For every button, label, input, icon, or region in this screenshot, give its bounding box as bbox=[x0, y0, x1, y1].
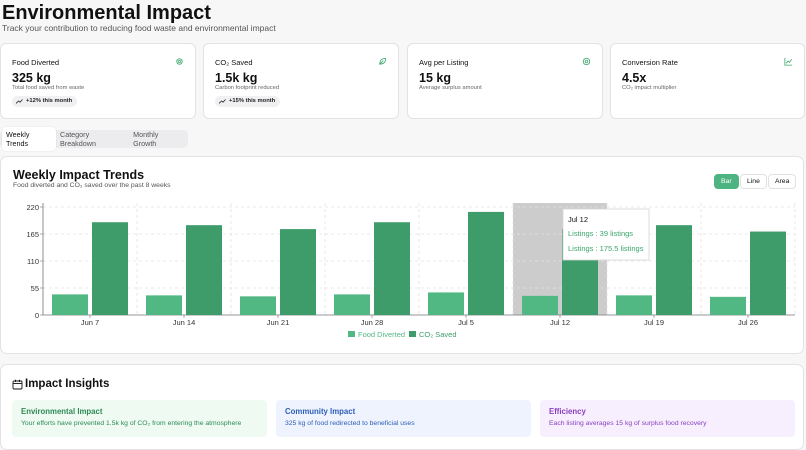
y-tick-label: 220 bbox=[26, 203, 39, 212]
x-tick-label: Jul 26 bbox=[738, 318, 758, 327]
trending-up-icon bbox=[219, 99, 226, 104]
chart-title: Weekly Impact Trends bbox=[13, 168, 145, 182]
tooltip-line: Listings : 39 listings bbox=[568, 229, 633, 238]
bar-co2-saved bbox=[374, 222, 410, 315]
trend-badge-text: +15% this month bbox=[229, 98, 276, 104]
y-tick-label: 165 bbox=[26, 230, 39, 239]
insight-community: Community Impact 325 kg of food redirect… bbox=[276, 400, 531, 437]
x-tick-label: Jul 5 bbox=[458, 318, 474, 327]
bar-food-diverted bbox=[52, 294, 88, 315]
y-tick-label: 0 bbox=[35, 311, 39, 320]
tooltip-box bbox=[562, 208, 650, 261]
view-tabs: Weekly Trends Category Breakdown Monthly… bbox=[0, 127, 188, 151]
x-tick-label: Jul 12 bbox=[550, 318, 570, 327]
stat-card-conversion-rate: Conversion Rate 4.5x CO₂ impact multipli… bbox=[610, 43, 805, 119]
stat-value: 325 kg bbox=[12, 71, 51, 85]
chart-subtitle: Food diverted and CO₂ saved over the pas… bbox=[13, 182, 171, 189]
x-tick-label: Jun 21 bbox=[267, 318, 290, 327]
stat-label: Avg per Listing bbox=[419, 58, 469, 67]
bar-co2-saved bbox=[468, 211, 504, 315]
insight-heading: Community Impact bbox=[285, 407, 356, 416]
bar-food-diverted bbox=[710, 296, 746, 315]
trend-badge: +12% this month bbox=[12, 96, 78, 107]
chart-type-area-button[interactable]: Area bbox=[768, 174, 797, 189]
tab-category-breakdown[interactable]: Category Breakdown bbox=[60, 130, 96, 148]
tooltip-title: Jul 12 bbox=[568, 215, 588, 224]
stat-label: CO₂ Saved bbox=[215, 58, 253, 67]
tab-weekly-trends[interactable]: Weekly Trends bbox=[2, 127, 56, 151]
target-icon bbox=[582, 57, 591, 66]
page-title: Environmental Impact bbox=[2, 2, 211, 24]
insights-title: Impact Insights bbox=[25, 378, 110, 390]
insight-heading: Environmental Impact bbox=[21, 407, 103, 416]
chart-type-line-button[interactable]: Line bbox=[740, 174, 767, 189]
calendar-icon bbox=[12, 379, 23, 390]
impact-insights-card: Impact Insights Environmental Impact You… bbox=[0, 364, 804, 450]
stat-value: 4.5x bbox=[622, 71, 647, 85]
bar-food-diverted bbox=[428, 292, 464, 315]
insight-efficiency: Efficiency Each listing averages 15 kg o… bbox=[540, 400, 795, 437]
bar-co2-saved bbox=[656, 225, 692, 315]
legend-label: CO₂ Saved bbox=[419, 330, 457, 339]
x-tick-label: Jun 28 bbox=[361, 318, 384, 327]
stat-description: Average surplus amount bbox=[419, 85, 482, 91]
bar-chart: 0 55 110 165 220 Jun 7 Jun 14 Jun 21 Jun 28 Jul 5… bbox=[26, 203, 796, 339]
bar-food-diverted bbox=[240, 296, 276, 315]
y-tick-label: 110 bbox=[27, 257, 39, 266]
bar-food-diverted bbox=[146, 295, 182, 315]
gear-icon bbox=[176, 58, 183, 65]
stat-description: Total food saved from waste bbox=[12, 85, 85, 91]
legend-label: Food Diverted bbox=[358, 330, 405, 339]
trend-badge-text: +12% this month bbox=[26, 98, 73, 104]
x-tick-label: Jun 7 bbox=[81, 318, 99, 327]
leaf-icon bbox=[379, 57, 387, 65]
bar-co2-saved bbox=[750, 231, 786, 315]
trend-badge: +15% this month bbox=[215, 96, 281, 107]
bar-co2-saved bbox=[92, 222, 128, 315]
stat-value: 1.5k kg bbox=[215, 71, 258, 85]
bar-food-diverted bbox=[616, 295, 652, 315]
stat-description: CO₂ impact multiplier bbox=[622, 85, 677, 91]
bar-co2-saved bbox=[280, 229, 316, 315]
weekly-trends-card: Weekly Impact Trends Food diverted and C… bbox=[0, 156, 804, 354]
stat-label: Food Diverted bbox=[12, 58, 60, 67]
trending-up-icon bbox=[16, 99, 23, 104]
x-tick-label: Jul 19 bbox=[644, 318, 664, 327]
bar-food-diverted bbox=[522, 295, 558, 315]
bar-co2-saved bbox=[186, 225, 222, 315]
insight-heading: Efficiency bbox=[549, 407, 586, 416]
stat-card-food-diverted: Food Diverted 325 kg Total food saved fr… bbox=[0, 43, 196, 119]
page-subtitle: Track your contribution to reducing food… bbox=[2, 23, 276, 33]
bar-food-diverted bbox=[334, 294, 370, 315]
chart-type-bar-button[interactable]: Bar bbox=[714, 174, 739, 189]
stat-label: Conversion Rate bbox=[622, 58, 678, 67]
x-tick-label: Jun 14 bbox=[173, 318, 196, 327]
stat-description: Carbon footprint reduced bbox=[215, 85, 280, 91]
y-tick-label: 55 bbox=[31, 284, 39, 293]
stat-card-avg-per-listing: Avg per Listing 15 kg Average surplus am… bbox=[407, 43, 603, 119]
legend-swatch bbox=[348, 331, 355, 337]
tab-monthly-growth[interactable]: Monthly Growth bbox=[133, 130, 159, 148]
insight-text: Each listing averages 15 kg of surplus f… bbox=[549, 420, 707, 427]
insight-environmental: Environmental Impact Your efforts have p… bbox=[12, 400, 267, 437]
insight-text: 325 kg of food redirected to beneficial … bbox=[285, 420, 415, 427]
stat-value: 15 kg bbox=[419, 71, 451, 85]
stat-card-co2-saved: CO₂ Saved 1.5k kg Carbon footprint reduc… bbox=[203, 43, 399, 119]
tooltip-line: Listings : 175.5 listings bbox=[568, 244, 644, 253]
legend-swatch bbox=[409, 331, 416, 337]
insight-text: Your efforts have prevented 1.5k kg of C… bbox=[21, 420, 242, 427]
chart-icon bbox=[784, 57, 793, 66]
